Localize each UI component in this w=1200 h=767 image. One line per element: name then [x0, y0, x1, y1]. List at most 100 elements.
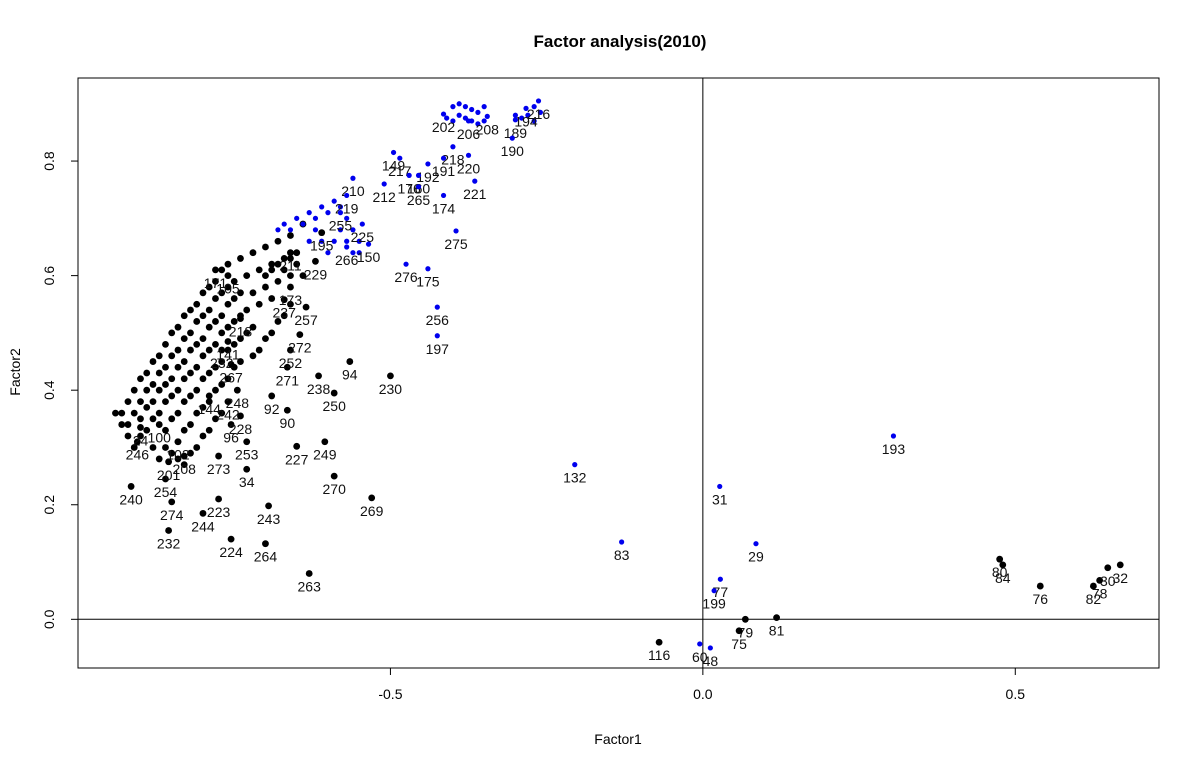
data-point: [230, 295, 238, 302]
data-point: [572, 462, 578, 468]
data-point-blue: [331, 238, 337, 244]
data-point-blue: [337, 204, 344, 210]
data-point: [230, 318, 238, 325]
data-point: [199, 312, 207, 320]
data-point: [187, 449, 194, 457]
data-point: [274, 277, 282, 285]
point-label: 265: [407, 192, 431, 208]
data-point: [118, 421, 126, 428]
data-point: [440, 155, 447, 161]
point-label: 192: [416, 169, 440, 185]
data-point: [321, 438, 329, 446]
data-point: [472, 178, 478, 184]
point-label: 276: [394, 269, 418, 285]
point-label: 176: [397, 180, 421, 196]
data-point: [218, 266, 226, 274]
data-point: [299, 272, 307, 280]
data-point: [205, 346, 213, 354]
data-point: [318, 229, 326, 237]
point-label: 78: [1092, 585, 1108, 601]
data-point: [287, 255, 294, 262]
data-point: [465, 118, 472, 124]
data-point: [212, 318, 219, 325]
data-point: [155, 386, 163, 394]
data-point-blue: [456, 101, 462, 107]
data-point: [218, 346, 226, 354]
data-point: [143, 369, 151, 377]
data-point: [773, 614, 780, 621]
data-point: [280, 255, 288, 262]
data-point: [180, 461, 188, 469]
data-point: [193, 444, 201, 451]
data-point: [193, 386, 201, 394]
data-point: [619, 539, 625, 545]
data-point-blue: [356, 238, 362, 244]
data-point: [268, 295, 276, 302]
point-label: 60: [692, 649, 708, 665]
data-point: [440, 111, 447, 117]
data-point: [112, 409, 119, 417]
data-point: [717, 576, 723, 582]
data-point: [293, 260, 301, 268]
data-point-blue: [344, 238, 350, 244]
data-point: [390, 149, 397, 156]
point-label: 252: [279, 355, 303, 371]
data-point: [174, 386, 182, 394]
data-point: [243, 272, 251, 280]
point-label: 31: [712, 491, 728, 507]
point-label: 225: [351, 229, 375, 245]
y-axis-label: Factor2: [7, 348, 23, 396]
data-point: [168, 415, 176, 423]
data-point-blue: [475, 121, 481, 127]
point-label: 150: [357, 249, 381, 265]
point-label: 208: [173, 461, 197, 477]
data-point: [274, 237, 282, 245]
data-point: [212, 415, 219, 423]
data-point-blue: [525, 112, 531, 118]
data-point: [255, 300, 263, 308]
data-point: [243, 329, 251, 337]
data-point: [149, 415, 157, 423]
data-point: [199, 432, 207, 440]
data-point: [162, 475, 169, 483]
y-tick-label: 0.6: [41, 266, 57, 286]
x-axis-label: Factor1: [594, 731, 642, 747]
data-point-blue: [350, 250, 356, 256]
data-point: [434, 333, 440, 339]
x-tick-label: 0.5: [1006, 686, 1026, 702]
point-label: 208: [476, 121, 500, 137]
data-point-blue: [275, 227, 281, 233]
data-point: [224, 338, 232, 345]
data-point: [130, 386, 138, 394]
data-point: [168, 329, 176, 337]
data-point: [224, 300, 232, 308]
data-point: [205, 323, 213, 331]
data-point: [168, 449, 176, 457]
point-label: 94: [342, 367, 358, 383]
data-point: [274, 318, 282, 325]
data-point: [523, 105, 529, 111]
point-label: 206: [457, 126, 481, 142]
data-point: [205, 306, 213, 314]
data-point-blue: [319, 204, 325, 210]
data-point: [143, 426, 151, 434]
data-point: [224, 398, 232, 406]
data-point: [199, 509, 207, 517]
data-point: [162, 381, 169, 388]
data-point: [165, 458, 173, 466]
data-point: [237, 358, 244, 365]
data-point: [268, 392, 276, 400]
cluster-points: [112, 101, 543, 469]
data-point: [227, 361, 235, 368]
point-label: 253: [235, 447, 259, 463]
data-point: [387, 372, 394, 380]
data-point: [262, 243, 269, 251]
data-point: [655, 638, 663, 646]
data-point: [268, 260, 276, 268]
point-label: 274: [160, 507, 184, 523]
point-label: 270: [323, 481, 347, 497]
data-point: [155, 409, 163, 417]
data-point: [218, 329, 226, 337]
data-point: [212, 386, 219, 394]
data-point: [199, 352, 207, 360]
